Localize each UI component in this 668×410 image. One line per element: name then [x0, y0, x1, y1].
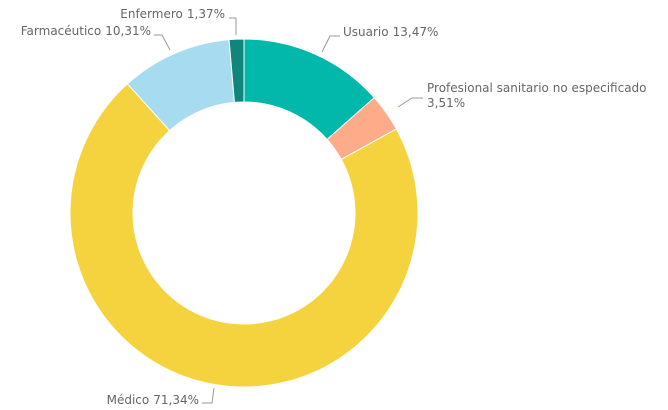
slice-label: Farmacéutico 10,31%	[21, 24, 151, 38]
label-name: Enfermero	[120, 7, 183, 21]
label-value: 3,51%	[427, 96, 465, 110]
slice-label: Médico 71,34%	[107, 393, 199, 407]
label-name: Usuario	[343, 25, 389, 39]
leader-line	[321, 35, 340, 53]
leader-line	[154, 34, 171, 51]
slice-label: Enfermero 1,37%	[120, 7, 225, 21]
label-value: 1,37%	[187, 7, 225, 21]
leader-line	[229, 17, 237, 35]
slice-label: Profesional sanitario no especificado 3,5…	[427, 81, 647, 110]
label-value: 13,47%	[393, 25, 439, 39]
donut-slice	[228, 38, 245, 103]
label-name: Profesional sanitario no especificado	[427, 81, 647, 95]
leader-line	[397, 97, 423, 108]
label-name: Farmacéutico	[21, 24, 101, 38]
slice-label: Usuario 13,47%	[343, 25, 438, 39]
leader-line	[202, 387, 215, 404]
label-name: Médico	[107, 393, 150, 407]
donut-slice	[69, 83, 419, 388]
label-value: 71,34%	[153, 393, 199, 407]
label-value: 10,31%	[105, 24, 151, 38]
